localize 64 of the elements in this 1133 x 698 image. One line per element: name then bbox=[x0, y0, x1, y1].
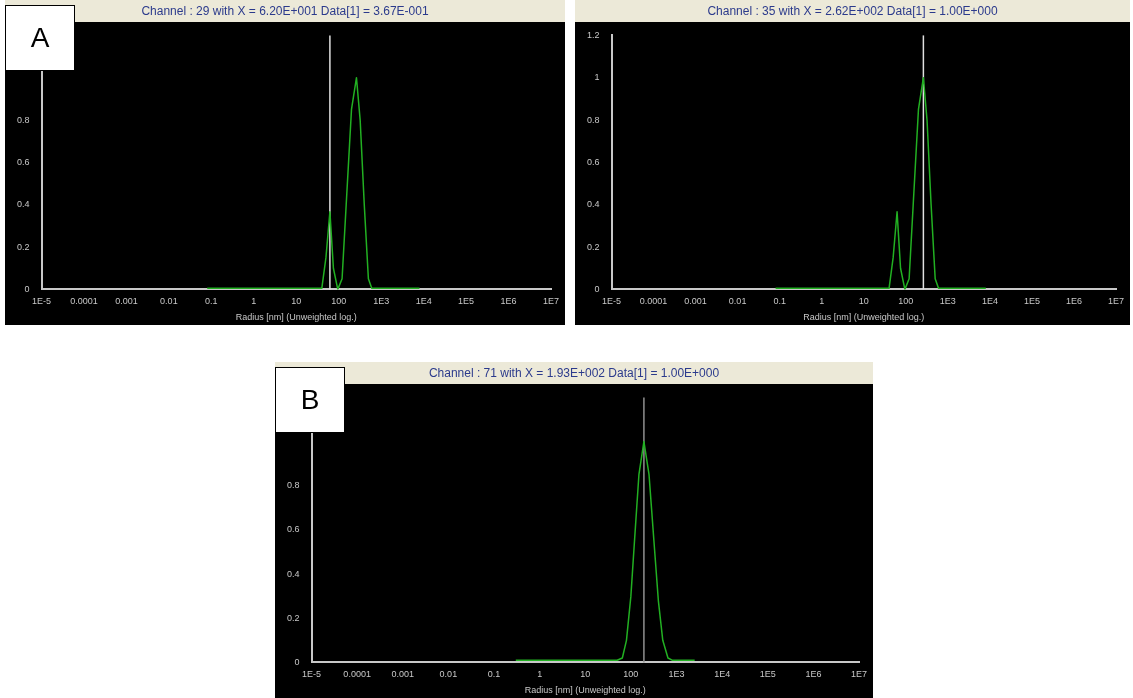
x-tick-label: 1E3 bbox=[939, 296, 956, 307]
x-tick-label: 1 bbox=[251, 296, 257, 307]
x-tick-label: 0.01 bbox=[160, 296, 178, 307]
x-tick-label: 1E5 bbox=[458, 296, 475, 307]
x-tick-label: 1E7 bbox=[1107, 296, 1125, 307]
x-tick-label: 1E4 bbox=[714, 669, 731, 680]
x-tick-label: 0.0001 bbox=[343, 669, 371, 680]
x-tick-label: 0.1 bbox=[773, 296, 786, 307]
x-tick-label: 10 bbox=[858, 296, 869, 307]
y-tick-label: 0.2 bbox=[17, 241, 30, 252]
y-tick-label: 0.4 bbox=[287, 568, 300, 579]
x-tick-label: 1E5 bbox=[759, 669, 776, 680]
y-tick-label: 0.6 bbox=[287, 524, 300, 535]
x-tick-label: 1E6 bbox=[500, 296, 517, 307]
x-tick-label: 1E6 bbox=[805, 669, 822, 680]
y-tick-label: 0 bbox=[294, 656, 300, 667]
x-tick-label: 100 bbox=[623, 669, 639, 680]
x-tick-label: 1E7 bbox=[542, 296, 560, 307]
x-tick-label: 1E7 bbox=[850, 669, 868, 680]
x-tick-label: 1E-5 bbox=[32, 296, 52, 307]
x-tick-label: 0.001 bbox=[115, 296, 138, 307]
y-tick-label: 0 bbox=[24, 283, 30, 294]
annotation: B bbox=[275, 367, 345, 433]
x-tick-label: 100 bbox=[331, 296, 347, 307]
x-axis-title: Radius [nm] (Unweighted log.) bbox=[524, 685, 646, 696]
y-tick-label: 0 bbox=[594, 283, 600, 294]
y-tick-label: 0.4 bbox=[17, 199, 30, 210]
y-tick-label: 1 bbox=[594, 72, 600, 83]
chart-title: Channel : 71 with X = 1.93E+002 Data[1] = 1.00E+000 bbox=[275, 362, 873, 384]
x-tick-label: 1E6 bbox=[1065, 296, 1082, 307]
y-tick-label: 0.8 bbox=[17, 114, 30, 125]
x-tick-label: 1E4 bbox=[415, 296, 432, 307]
x-tick-label: 1E-5 bbox=[602, 296, 622, 307]
x-tick-label: 10 bbox=[291, 296, 302, 307]
chart-title: Channel : 29 with X = 6.20E+001 Data[1] = 3.67E-001 bbox=[5, 0, 565, 22]
x-tick-label: 100 bbox=[898, 296, 914, 307]
x-tick-label: 1 bbox=[819, 296, 825, 307]
x-tick-label: 1E5 bbox=[1023, 296, 1040, 307]
y-tick-label: 0.6 bbox=[587, 156, 600, 167]
x-tick-label: 1E4 bbox=[981, 296, 998, 307]
x-tick-label: 0.01 bbox=[439, 669, 458, 680]
x-tick-label: 0.0001 bbox=[639, 296, 668, 307]
x-tick-label: 0.0001 bbox=[70, 296, 98, 307]
y-tick-label: 0.8 bbox=[587, 114, 600, 125]
y-tick-label: 0.4 bbox=[587, 199, 600, 210]
y-tick-label: 1.2 bbox=[587, 29, 600, 40]
x-axis-title: Radius [nm] (Unweighted log.) bbox=[235, 312, 357, 323]
y-tick-label: 0.6 bbox=[17, 156, 30, 167]
annotation: A bbox=[5, 5, 75, 71]
y-tick-label: 0.2 bbox=[287, 612, 300, 623]
x-tick-label: 0.01 bbox=[728, 296, 747, 307]
x-tick-label: 0.001 bbox=[684, 296, 707, 307]
x-tick-label: 1E3 bbox=[373, 296, 390, 307]
x-tick-label: 1E-5 bbox=[302, 669, 322, 680]
x-tick-label: 0.001 bbox=[391, 669, 415, 680]
chart-title: Channel : 35 with X = 2.62E+002 Data[1] = 1.00E+000 bbox=[575, 0, 1130, 22]
y-tick-label: 0.2 bbox=[587, 241, 600, 252]
x-tick-label: 10 bbox=[580, 669, 591, 680]
x-tick-label: 0.1 bbox=[487, 669, 501, 680]
x-tick-label: 1E3 bbox=[668, 669, 685, 680]
x-tick-label: 0.1 bbox=[205, 296, 218, 307]
x-axis-title: Radius [nm] (Unweighted log.) bbox=[803, 312, 925, 323]
x-tick-label: 1 bbox=[537, 669, 543, 680]
y-tick-label: 0.8 bbox=[287, 480, 300, 491]
